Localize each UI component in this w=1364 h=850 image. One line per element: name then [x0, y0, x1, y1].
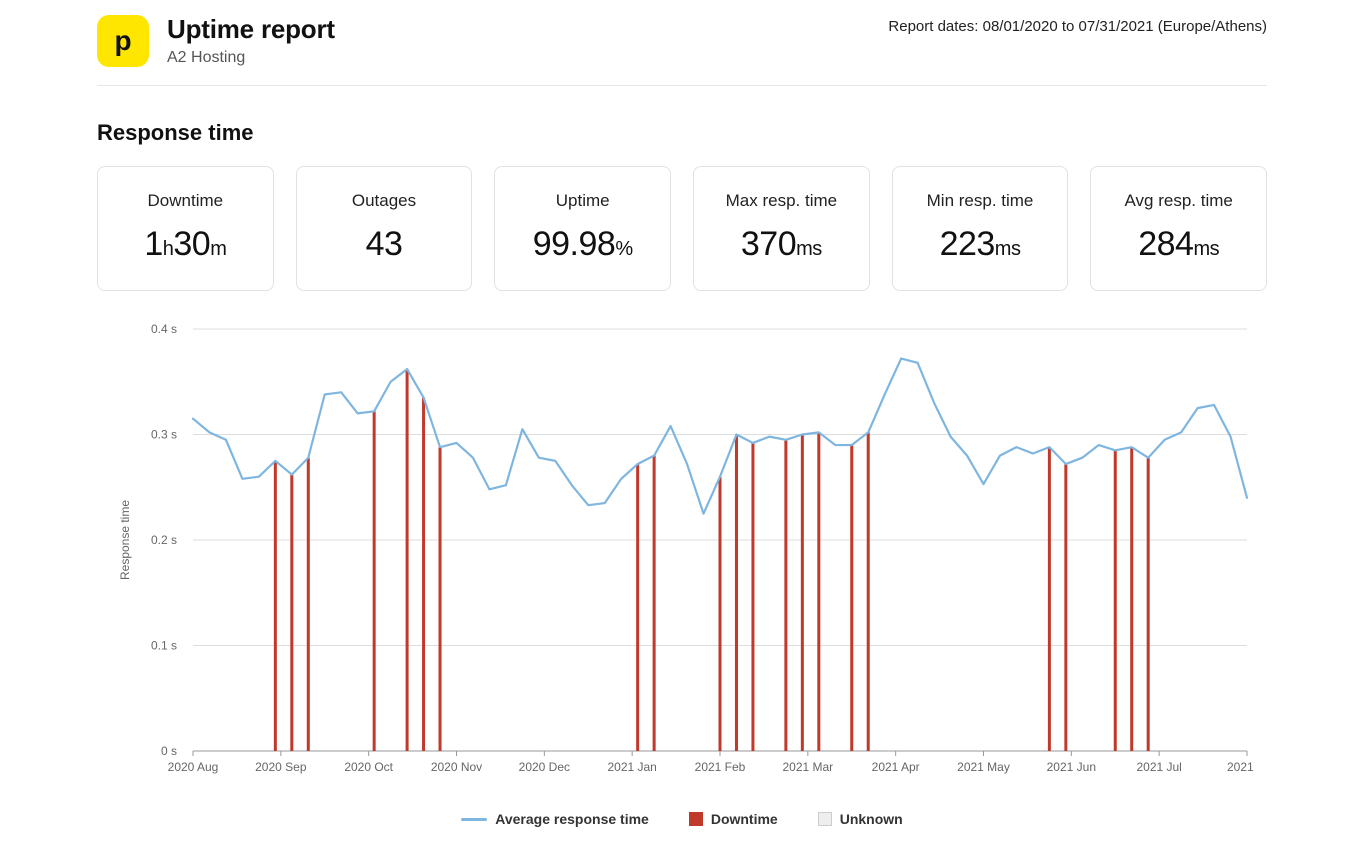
- title-block: Uptime report A2 Hosting: [167, 14, 335, 67]
- legend-line-swatch: [461, 818, 487, 821]
- stat-label: Min resp. time: [903, 191, 1058, 211]
- stat-value: 370ms: [704, 225, 859, 264]
- chart-svg: 0 s 0.1 s 0.2 s 0.3 s 0.4 s Response time 2020…: [107, 319, 1257, 799]
- svg-text:2020 Oct: 2020 Oct: [344, 760, 393, 774]
- svg-text:2020 Dec: 2020 Dec: [519, 760, 570, 774]
- stat-card: Max resp. time 370ms: [693, 166, 870, 291]
- legend-label: Downtime: [711, 811, 778, 827]
- svg-text:2021 Jan: 2021 Jan: [607, 760, 656, 774]
- legend-item: Unknown: [818, 811, 903, 827]
- legend-label: Unknown: [840, 811, 903, 827]
- legend-label: Average response time: [495, 811, 649, 827]
- legend-box-swatch: [818, 812, 832, 826]
- legend-box-swatch: [689, 812, 703, 826]
- report-header: p Uptime report A2 Hosting Report dates:…: [97, 14, 1267, 86]
- stats-row: Downtime 1h30m Outages 43 Uptime 99.98% Max re…: [97, 166, 1267, 291]
- stat-card: Downtime 1h30m: [97, 166, 274, 291]
- svg-text:2021 Apr: 2021 Apr: [872, 760, 920, 774]
- svg-text:0 s: 0 s: [161, 744, 177, 758]
- header-left: p Uptime report A2 Hosting: [97, 14, 335, 67]
- svg-text:2021 Jul: 2021 Jul: [1136, 760, 1181, 774]
- svg-text:2020 Nov: 2020 Nov: [431, 760, 482, 774]
- page-subtitle: A2 Hosting: [167, 49, 335, 67]
- svg-text:0.4 s: 0.4 s: [151, 322, 177, 336]
- stat-label: Max resp. time: [704, 191, 859, 211]
- stat-card: Outages 43: [296, 166, 473, 291]
- stat-card: Min resp. time 223ms: [892, 166, 1069, 291]
- page-title: Uptime report: [167, 14, 335, 45]
- section-title-response-time: Response time: [97, 120, 1267, 146]
- svg-text:2021 May: 2021 May: [957, 760, 1010, 774]
- stat-label: Outages: [307, 191, 462, 211]
- svg-text:2021 Jun: 2021 Jun: [1047, 760, 1096, 774]
- svg-text:2020 Aug: 2020 Aug: [168, 760, 219, 774]
- svg-text:2021 ...: 2021 ...: [1227, 760, 1257, 774]
- svg-text:Response time: Response time: [118, 500, 132, 580]
- stat-card: Avg resp. time 284ms: [1090, 166, 1267, 291]
- stat-value: 99.98%: [505, 225, 660, 264]
- stat-label: Uptime: [505, 191, 660, 211]
- svg-text:2021 Mar: 2021 Mar: [782, 760, 833, 774]
- svg-text:0.3 s: 0.3 s: [151, 428, 177, 442]
- legend-item: Average response time: [461, 811, 649, 827]
- svg-text:2021 Feb: 2021 Feb: [695, 760, 746, 774]
- stat-value: 1h30m: [108, 225, 263, 264]
- report-date-range: Report dates: 08/01/2020 to 07/31/2021 (…: [888, 14, 1267, 35]
- response-time-chart: 0 s 0.1 s 0.2 s 0.3 s 0.4 s Response time 2020…: [97, 319, 1267, 799]
- stat-value: 223ms: [903, 225, 1058, 264]
- stat-label: Avg resp. time: [1101, 191, 1256, 211]
- brand-logo: p: [97, 15, 149, 67]
- svg-text:2020 Sep: 2020 Sep: [255, 760, 307, 774]
- stat-value: 43: [307, 225, 462, 264]
- legend-item: Downtime: [689, 811, 778, 827]
- chart-legend: Average response time Downtime Unknown: [97, 811, 1267, 827]
- svg-text:0.1 s: 0.1 s: [151, 639, 177, 653]
- stat-label: Downtime: [108, 191, 263, 211]
- svg-text:0.2 s: 0.2 s: [151, 533, 177, 547]
- stat-value: 284ms: [1101, 225, 1256, 264]
- stat-card: Uptime 99.98%: [494, 166, 671, 291]
